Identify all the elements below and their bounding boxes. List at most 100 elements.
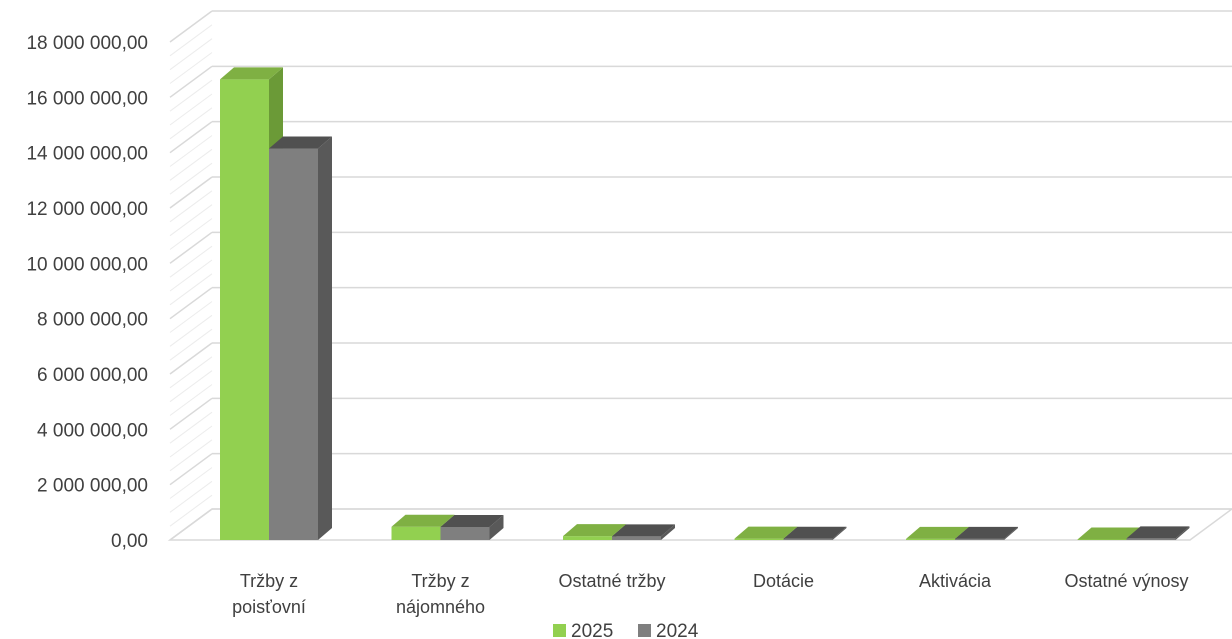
bar-front [220, 79, 269, 540]
bar-top [734, 526, 798, 539]
y-tick-label: 2 000 000,00 [37, 476, 148, 497]
gridline-minor [169, 135, 213, 167]
gridline-minor [169, 218, 213, 250]
bar-top [1126, 526, 1190, 539]
bar [1126, 526, 1190, 540]
legend-label: 2025 [571, 621, 613, 639]
gridline-diagonal [169, 10, 213, 43]
bar-top [783, 526, 847, 539]
bar-side [661, 524, 675, 540]
gridline-minor [169, 411, 213, 444]
bar [783, 526, 847, 540]
gridline-minor [169, 79, 213, 112]
gridline-minor [169, 370, 213, 403]
gridline-diagonal [169, 397, 213, 430]
x-category-label-line: Tržby z [240, 571, 298, 591]
gridline-minor [169, 273, 213, 306]
gridline-minor [169, 384, 213, 416]
bar-front [783, 538, 833, 540]
bar [612, 524, 675, 540]
x-category-label: Ostatné výnosy [1064, 571, 1188, 591]
gridline-diagonal [169, 176, 213, 209]
gridline-minor [169, 204, 213, 237]
bar-front [1077, 539, 1127, 540]
gridline-minor [169, 467, 213, 499]
gridline-minor [169, 439, 213, 472]
bar-side [1004, 526, 1018, 540]
gridline-minor [169, 38, 213, 71]
bar-front [612, 536, 661, 540]
gridline-diagonal [169, 453, 213, 486]
gridline-minor [169, 480, 213, 513]
gridline-diagonal [169, 287, 213, 320]
bar-front [734, 538, 784, 540]
bar-front [1126, 538, 1176, 540]
gridline-minor [169, 162, 213, 195]
gridline-minor [169, 148, 213, 181]
bar-front [906, 538, 955, 540]
bar-top [955, 526, 1018, 539]
x-category-label: Tržby z nájomného [396, 571, 485, 617]
gridline-minor [169, 259, 213, 292]
x-category-label-line: Ostatné výnosy [1064, 571, 1188, 591]
x-category-label-line: Aktivácia [919, 571, 992, 591]
gridline-minor [169, 356, 213, 389]
legend-swatch [553, 624, 566, 637]
bar-top [612, 524, 675, 537]
gridline-minor [169, 314, 213, 347]
y-tick-label: 10 000 000,00 [26, 254, 148, 275]
gridline-diagonal [169, 65, 213, 98]
gridline-diagonal [169, 121, 213, 154]
floor [167, 508, 1232, 541]
x-category-label: Aktivácia [919, 571, 992, 591]
bar-side [489, 514, 504, 540]
y-tick-label: 6 000 000,00 [37, 365, 148, 386]
bar [955, 526, 1018, 540]
x-category-label: Dotácie [753, 571, 814, 591]
y-tick-label: 18 000 000,00 [26, 33, 148, 54]
bar-top [391, 514, 455, 527]
gridline-minor [169, 107, 213, 140]
x-category-label-line: poisťovní [232, 597, 306, 617]
legend: 2025 2024 [553, 621, 699, 639]
y-tick-label: 0,00 [111, 531, 148, 552]
gridline-minor [169, 93, 213, 126]
x-category-label-line: Dotácie [753, 571, 814, 591]
y-tick-label: 16 000 000,00 [26, 88, 148, 109]
gridline-minor [169, 425, 213, 458]
y-tick-label: 12 000 000,00 [26, 199, 148, 220]
gridline-minor [169, 328, 213, 361]
gridline-minor [169, 190, 213, 223]
bar-top [563, 524, 626, 537]
bars [220, 67, 1190, 540]
y-tick-label: 14 000 000,00 [26, 144, 148, 165]
x-category-label-line: nájomného [396, 597, 485, 617]
bar-side [1175, 526, 1190, 540]
y-axis-ticks: 0,00 2 000 000,00 4 000 000,00 6 000 000,00… [26, 33, 148, 552]
gridline-minor [169, 52, 213, 84]
bar-top [1077, 527, 1141, 540]
bar-top [220, 67, 283, 80]
gridline-diagonal [169, 231, 213, 264]
bar-side [318, 136, 332, 540]
y-tick-label: 4 000 000,00 [37, 420, 148, 441]
bar-side [832, 526, 847, 540]
x-category-label: Ostatné tržby [558, 571, 665, 591]
gridline-minor [169, 245, 213, 278]
bar-top [269, 136, 332, 149]
legend-swatch [638, 624, 651, 637]
gridline-minor [169, 301, 213, 333]
bar-front [440, 526, 490, 540]
bar-top [440, 514, 504, 527]
gridline-minor [169, 24, 213, 57]
bar-front [269, 148, 318, 540]
x-category-label-line: Ostatné tržby [558, 571, 665, 591]
y-tick-label: 8 000 000,00 [37, 310, 148, 331]
gridlines [167, 10, 1232, 541]
bar [269, 136, 332, 540]
x-category-label-line: Tržby z [411, 571, 469, 591]
bar [440, 514, 504, 540]
x-axis-categories: Tržby z poisťovní Tržby z nájomného Ostatné … [232, 571, 1188, 617]
legend-label: 2024 [656, 621, 699, 639]
